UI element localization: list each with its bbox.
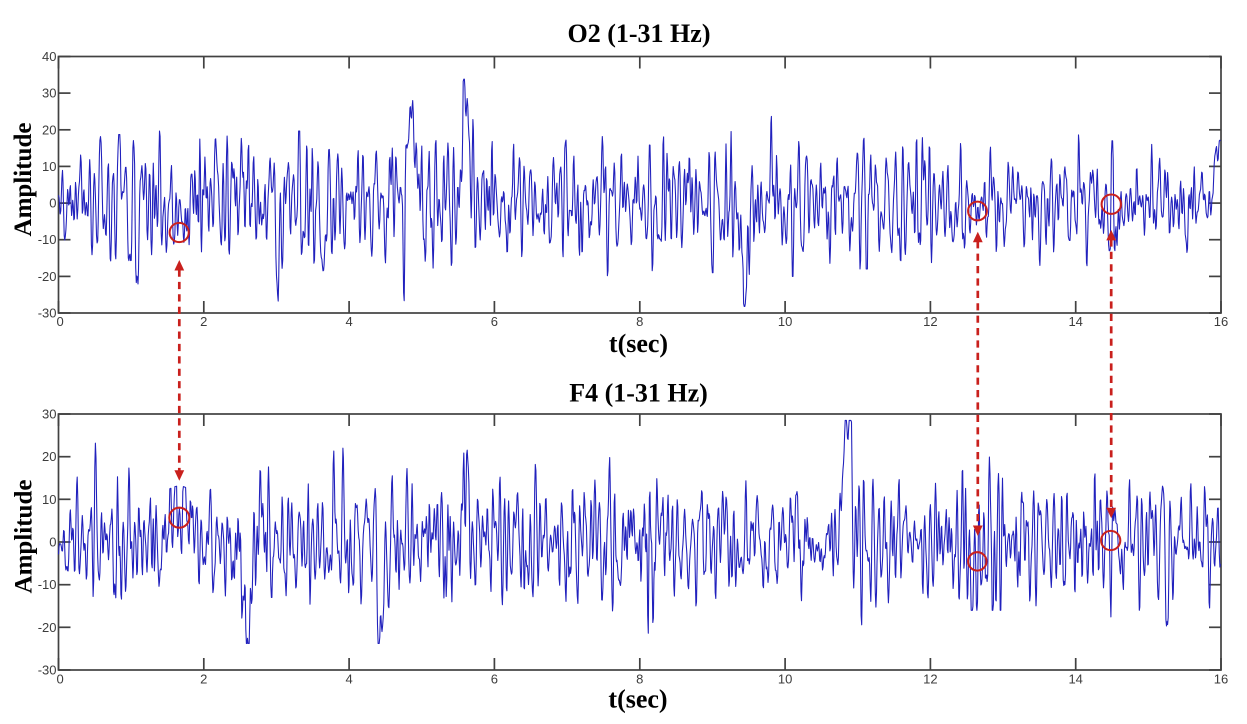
svg-text:Amplitude: Amplitude [11,480,38,594]
svg-text:10: 10 [42,159,56,174]
svg-text:0: 0 [56,672,63,687]
svg-text:10: 10 [42,492,56,507]
svg-text:2: 2 [200,672,207,687]
svg-text:-10: -10 [38,232,57,247]
svg-text:8: 8 [636,314,643,329]
svg-text:14: 14 [1068,672,1082,687]
svg-text:-20: -20 [38,269,57,284]
svg-text:2: 2 [200,314,207,329]
svg-text:-10: -10 [38,577,57,592]
svg-text:30: 30 [42,86,56,101]
svg-text:0: 0 [49,196,56,211]
svg-text:12: 12 [923,672,937,687]
svg-text:40: 40 [42,49,56,64]
svg-text:10: 10 [778,672,792,687]
svg-text:20: 20 [42,122,56,137]
svg-text:F4 (1-31 Hz): F4 (1-31 Hz) [569,379,708,408]
svg-text:8: 8 [636,672,643,687]
svg-text:0: 0 [56,314,63,329]
svg-text:6: 6 [491,314,498,329]
svg-text:-30: -30 [38,663,57,678]
svg-text:6: 6 [491,672,498,687]
svg-text:30: 30 [42,407,56,422]
svg-text:O2 (1-31 Hz): O2 (1-31 Hz) [568,19,711,48]
svg-text:4: 4 [345,314,352,329]
svg-text:0: 0 [49,535,56,550]
svg-text:16: 16 [1214,672,1228,687]
svg-text:16: 16 [1214,314,1228,329]
svg-text:t(sec): t(sec) [609,329,668,358]
svg-text:14: 14 [1068,314,1082,329]
svg-text:Amplitude: Amplitude [10,123,37,237]
svg-text:t(sec): t(sec) [608,685,667,714]
svg-text:20: 20 [42,449,56,464]
svg-text:-20: -20 [38,620,57,635]
svg-text:10: 10 [778,314,792,329]
svg-text:4: 4 [345,672,352,687]
svg-text:12: 12 [923,314,937,329]
svg-text:-30: -30 [38,306,57,321]
